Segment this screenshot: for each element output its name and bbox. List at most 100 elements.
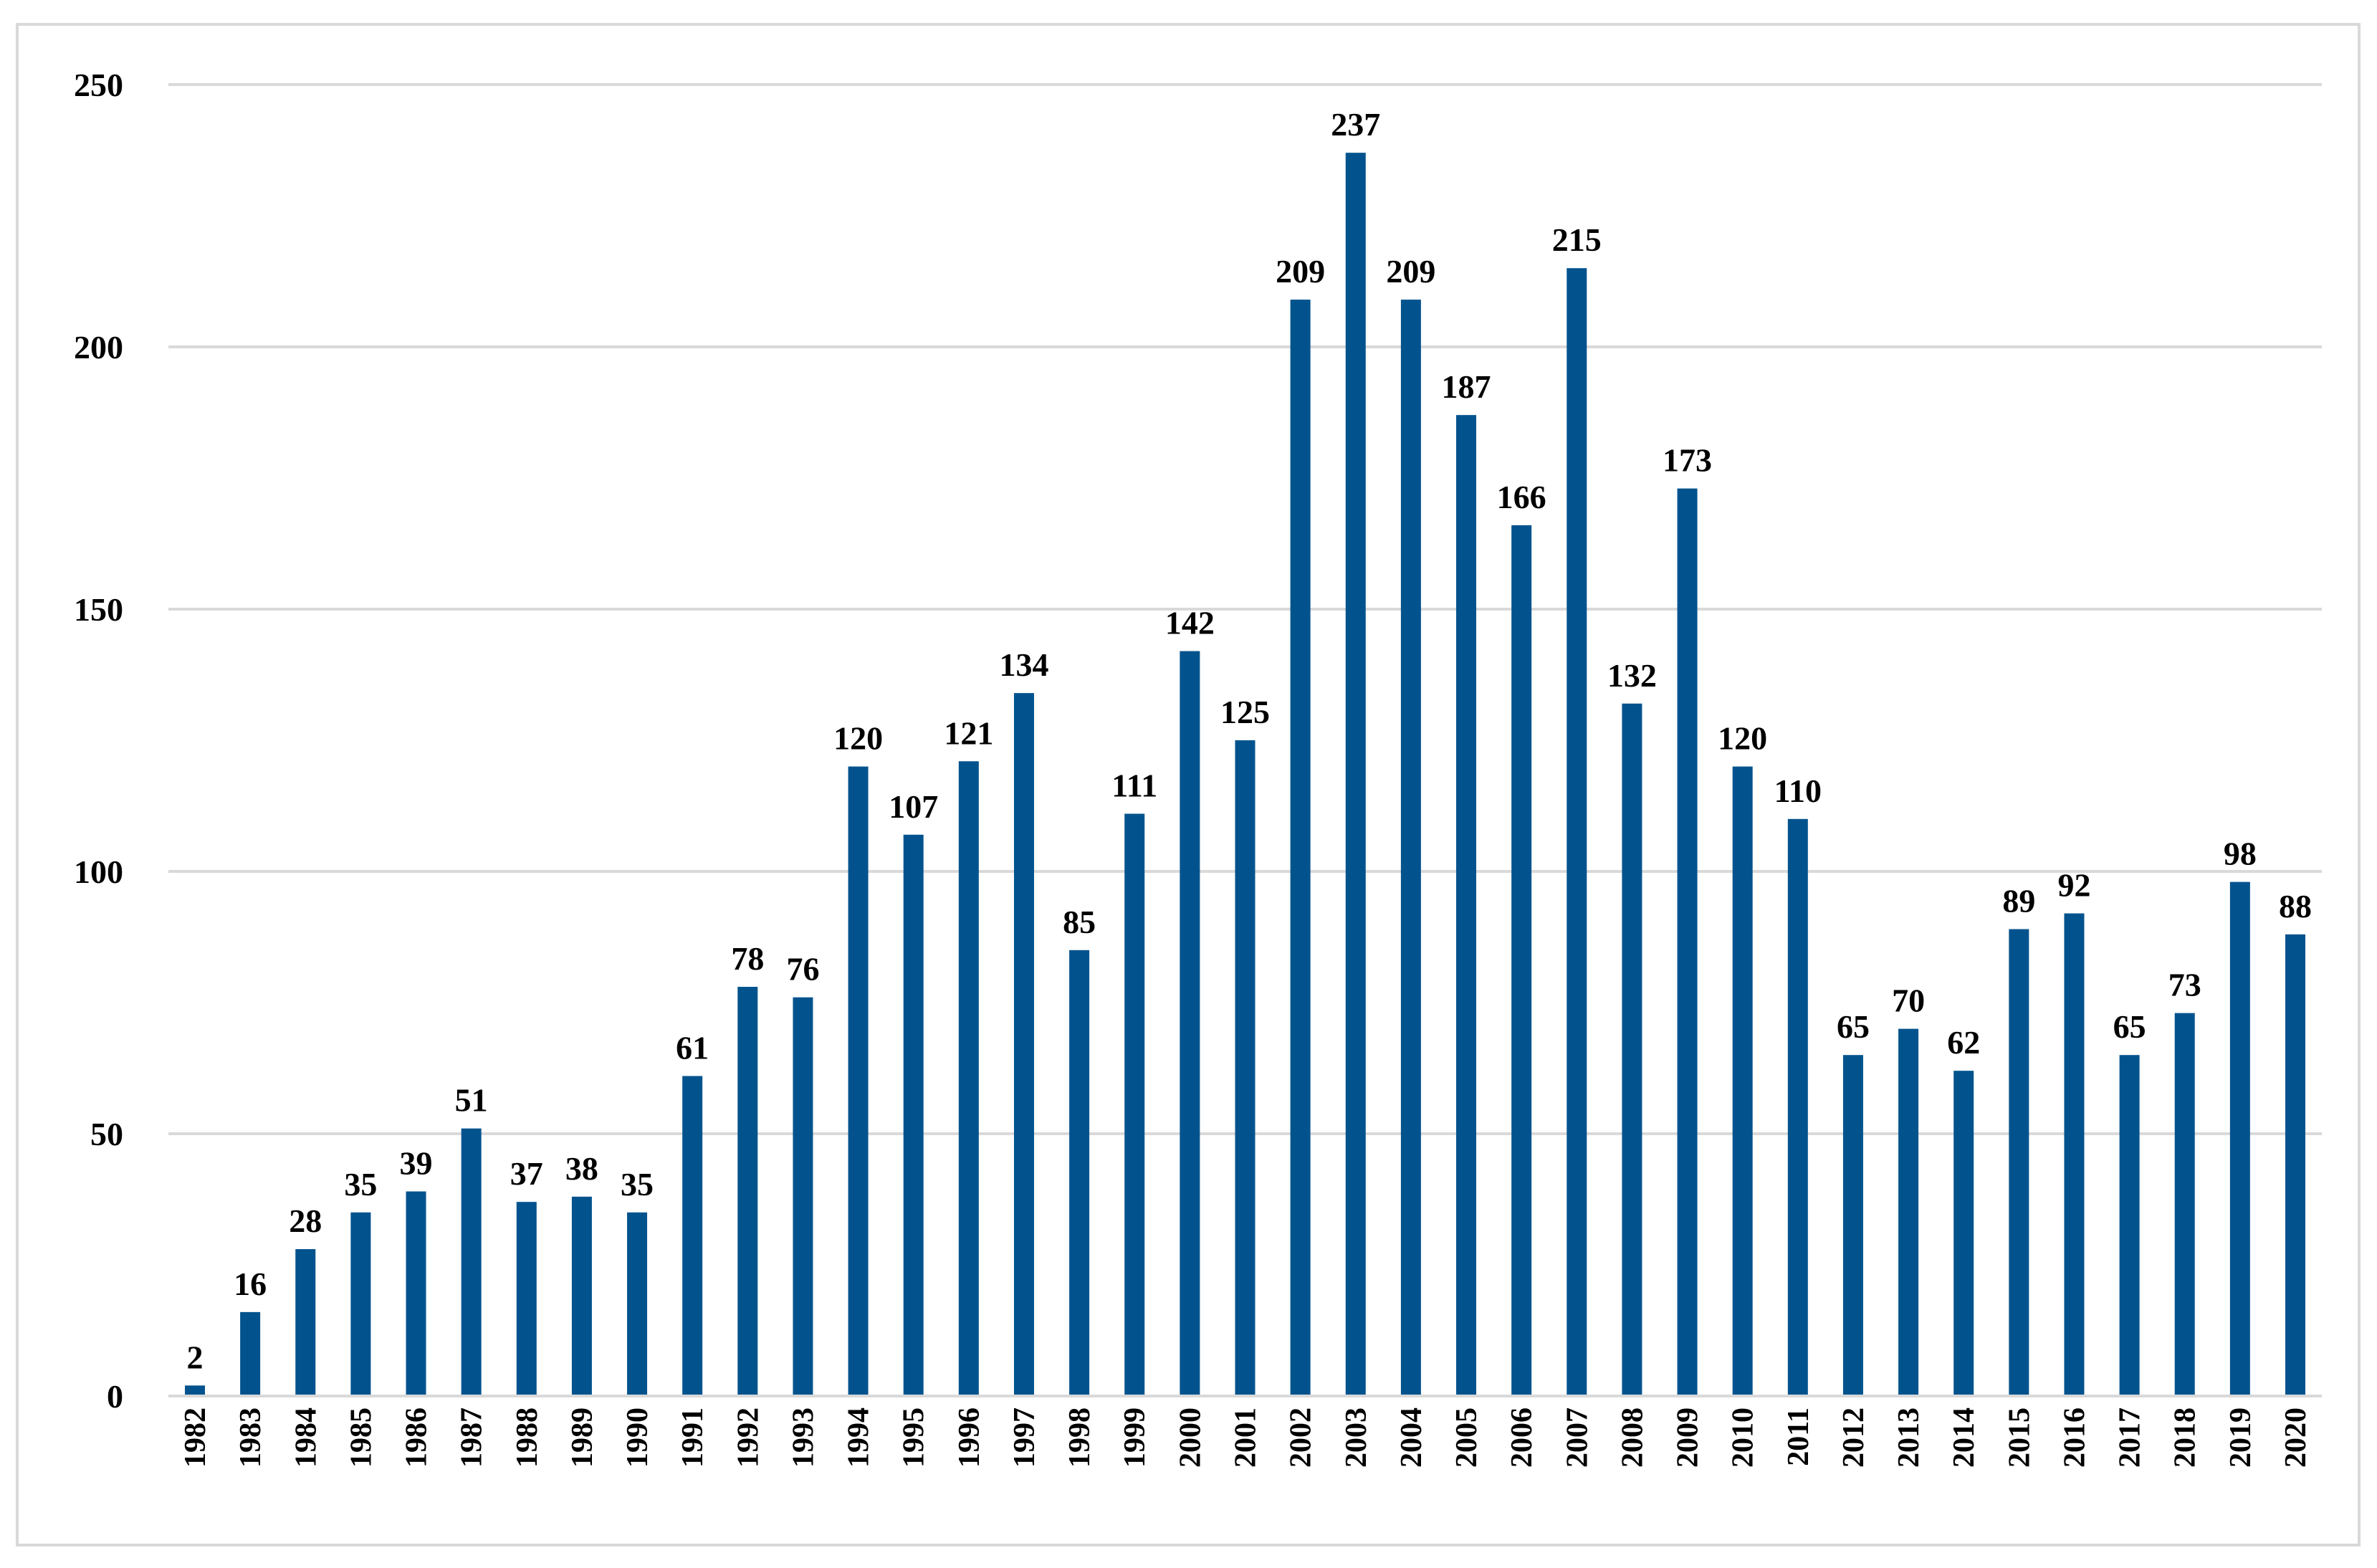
bar-1984 (295, 1249, 316, 1396)
y-tick-label: 200 (74, 329, 123, 365)
bar-1986 (406, 1191, 426, 1396)
x-axis-ticks: 1982 1983 1984 1985 1986 1987 1988 1989 1990 1991… (179, 1407, 2313, 1468)
x-tick-label-1993: 1993 (787, 1407, 820, 1468)
data-label-2016: 92 (2057, 867, 2090, 904)
data-label-1995: 107 (889, 788, 938, 825)
data-label-2001: 125 (1220, 694, 1270, 730)
x-tick-label-1984: 1984 (290, 1407, 322, 1468)
y-tick-label: 150 (74, 591, 123, 628)
x-tick-label-2005: 2005 (1450, 1407, 1483, 1468)
bars (185, 153, 2305, 1397)
data-label-2015: 89 (2002, 883, 2035, 919)
data-label-2019: 98 (2224, 836, 2257, 872)
data-label-1999: 111 (1111, 767, 1157, 803)
bar-2001 (1235, 740, 1256, 1396)
data-label-2017: 65 (2113, 1008, 2146, 1045)
data-label-2018: 73 (2168, 967, 2201, 1003)
x-tick-label-2007: 2007 (1561, 1407, 1594, 1468)
data-label-1988: 37 (510, 1155, 543, 1192)
x-tick-label-1988: 1988 (511, 1407, 544, 1468)
data-label-2003: 237 (1331, 106, 1380, 143)
x-tick-label-1998: 1998 (1063, 1407, 1096, 1468)
data-label-1984: 28 (289, 1203, 322, 1239)
x-tick-label-2016: 2016 (2058, 1407, 2091, 1468)
bar-2010 (1732, 766, 1753, 1396)
x-tick-label-1987: 1987 (456, 1407, 489, 1468)
data-label-1991: 61 (676, 1029, 709, 1066)
data-label-2000: 142 (1165, 605, 1215, 641)
data-label-2007: 215 (1552, 221, 1602, 258)
y-tick-label: 50 (90, 1116, 123, 1152)
x-tick-label-2008: 2008 (1616, 1407, 1649, 1468)
bar-1987 (461, 1128, 482, 1396)
bar-2016 (2064, 913, 2085, 1396)
x-tick-label-2000: 2000 (1174, 1407, 1207, 1468)
data-label-1983: 16 (234, 1266, 267, 1302)
data-label-1986: 39 (400, 1145, 433, 1182)
bar-2014 (1953, 1071, 1974, 1396)
x-tick-label-2011: 2011 (1782, 1407, 1815, 1466)
data-label-1994: 120 (833, 720, 883, 757)
bar-2004 (1400, 300, 1421, 1396)
x-tick-label-2010: 2010 (1727, 1407, 1760, 1468)
x-tick-label-2017: 2017 (2114, 1407, 2147, 1468)
data-label-2009: 173 (1663, 442, 1712, 479)
x-tick-label-2006: 2006 (1506, 1407, 1539, 1468)
x-tick-label-2012: 2012 (1837, 1407, 1870, 1468)
bar-1991 (682, 1076, 703, 1396)
data-label-1998: 85 (1063, 904, 1096, 940)
x-tick-label-2009: 2009 (1672, 1407, 1705, 1468)
bar-2006 (1511, 525, 1532, 1396)
bar-1999 (1124, 813, 1145, 1396)
bar-1989 (571, 1196, 592, 1396)
bar-1982 (185, 1385, 205, 1396)
data-label-2013: 70 (1892, 983, 1925, 1019)
x-tick-label-2001: 2001 (1230, 1407, 1263, 1468)
bar-2012 (1842, 1055, 1863, 1396)
data-label-1997: 134 (999, 646, 1048, 683)
x-tick-label-2019: 2019 (2224, 1407, 2257, 1468)
data-label-2014: 62 (1947, 1024, 1980, 1061)
x-tick-label-1986: 1986 (401, 1407, 434, 1468)
data-label-2006: 166 (1497, 479, 1546, 515)
bar-2003 (1345, 153, 1366, 1396)
x-tick-label-2002: 2002 (1285, 1407, 1318, 1468)
bar-1997 (1013, 693, 1034, 1396)
data-label-2011: 110 (1774, 773, 1822, 809)
x-tick-label-1982: 1982 (179, 1407, 212, 1468)
x-tick-label-1999: 1999 (1119, 1407, 1152, 1468)
bar-2005 (1456, 415, 1477, 1397)
bar-2019 (2229, 881, 2250, 1396)
data-label-1989: 38 (565, 1150, 598, 1187)
bar-1985 (350, 1212, 371, 1396)
x-tick-label-1989: 1989 (566, 1407, 599, 1468)
data-label-1992: 78 (731, 940, 764, 977)
bar-1983 (240, 1311, 261, 1396)
x-tick-label-1990: 1990 (621, 1407, 654, 1468)
y-tick-label: 0 (107, 1378, 123, 1415)
x-tick-label-2018: 2018 (2169, 1407, 2202, 1468)
data-label-2010: 120 (1718, 720, 1767, 757)
bar-2020 (2285, 934, 2305, 1396)
x-tick-label-1996: 1996 (953, 1407, 986, 1468)
x-tick-label-1991: 1991 (676, 1407, 709, 1468)
bar-2015 (2009, 929, 2029, 1396)
x-tick-label-2003: 2003 (1340, 1407, 1373, 1468)
x-tick-label-1985: 1985 (345, 1407, 378, 1468)
x-tick-label-1997: 1997 (1008, 1407, 1041, 1468)
bar-2007 (1567, 268, 1587, 1397)
x-tick-label-2020: 2020 (2280, 1407, 2313, 1468)
data-label-1982: 2 (187, 1339, 204, 1375)
x-tick-label-1983: 1983 (234, 1407, 267, 1468)
x-tick-label-2013: 2013 (1893, 1407, 1926, 1468)
data-label-2004: 209 (1386, 253, 1435, 290)
x-tick-label-2014: 2014 (1948, 1407, 1981, 1468)
x-tick-label-1992: 1992 (732, 1407, 765, 1468)
bar-1998 (1069, 950, 1090, 1396)
y-axis-ticks: 0 50 100 150 200 250 (74, 67, 123, 1415)
y-tick-label: 100 (74, 854, 123, 890)
x-tick-label-1995: 1995 (898, 1407, 931, 1468)
bar-2011 (1787, 818, 1808, 1396)
bar-2013 (1898, 1028, 1919, 1396)
data-label-2012: 65 (1837, 1008, 1870, 1045)
